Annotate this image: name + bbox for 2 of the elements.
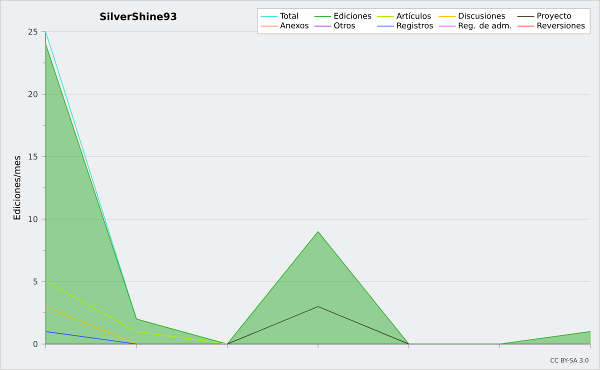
chart-title: SilverShine93 [100, 12, 176, 20]
y-axis-title: Ediciones/mes [13, 156, 21, 220]
